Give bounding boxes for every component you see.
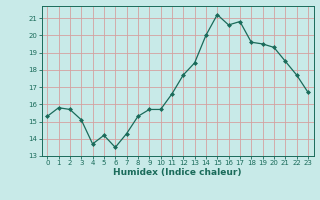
X-axis label: Humidex (Indice chaleur): Humidex (Indice chaleur) bbox=[113, 168, 242, 177]
